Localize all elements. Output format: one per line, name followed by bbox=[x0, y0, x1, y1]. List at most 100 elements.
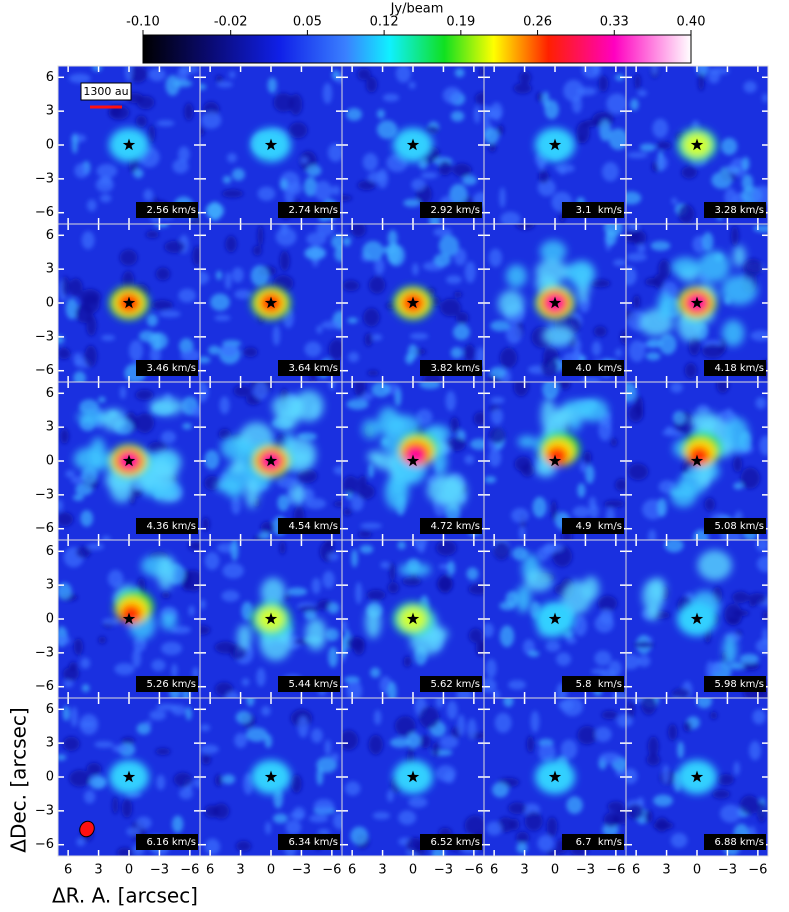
noise-blob bbox=[60, 428, 69, 444]
velocity-text: 4.72 km/s bbox=[430, 521, 480, 532]
noise-blob bbox=[58, 754, 67, 761]
noise-blob bbox=[112, 796, 119, 815]
noise-blob bbox=[245, 727, 268, 742]
star-marker bbox=[690, 296, 704, 309]
extended-emission bbox=[410, 629, 444, 655]
noise-blob bbox=[154, 224, 169, 228]
velocity-text: 5.8 km/s bbox=[576, 679, 622, 690]
noise-blob bbox=[626, 230, 641, 243]
noise-blob bbox=[650, 240, 671, 251]
star-marker bbox=[406, 454, 420, 467]
noise-blob bbox=[327, 602, 340, 614]
noise-blob bbox=[581, 376, 602, 382]
velocity-label: 5.98 km/s bbox=[704, 676, 766, 692]
velocity-label-box bbox=[278, 676, 340, 692]
noise-blob bbox=[720, 804, 742, 823]
star-marker bbox=[548, 612, 562, 625]
noise-blob bbox=[500, 211, 521, 224]
noise-blob bbox=[367, 369, 379, 376]
extended-emission bbox=[260, 577, 286, 607]
noise-blob bbox=[505, 324, 522, 344]
noise-blob bbox=[633, 641, 655, 648]
noise-blob bbox=[530, 710, 540, 733]
noise-blob bbox=[119, 249, 138, 266]
noise-blob bbox=[58, 347, 71, 360]
noise-blob bbox=[425, 125, 439, 134]
noise-blob bbox=[234, 289, 252, 300]
noise-blob bbox=[455, 311, 469, 324]
noise-blob bbox=[129, 340, 144, 362]
noise-blob bbox=[479, 66, 484, 78]
noise-blob bbox=[739, 795, 759, 815]
x-tick-label: −3 bbox=[434, 863, 453, 878]
noise-blob bbox=[155, 747, 171, 756]
noise-blob bbox=[333, 812, 342, 830]
noise-blob bbox=[749, 600, 757, 607]
noise-blob bbox=[346, 680, 363, 698]
star-marker bbox=[122, 612, 136, 625]
x-tick-label: 0 bbox=[267, 863, 275, 878]
noise-blob bbox=[464, 261, 476, 283]
velocity-label: 4.36 km/s bbox=[136, 518, 198, 534]
noise-blob bbox=[279, 250, 290, 272]
noise-blob bbox=[224, 271, 232, 290]
noise-blob bbox=[58, 635, 71, 646]
noise-blob bbox=[374, 258, 385, 275]
noise-blob bbox=[321, 320, 341, 330]
noise-blob bbox=[756, 555, 768, 573]
noise-blob bbox=[712, 789, 731, 799]
noise-blob bbox=[467, 718, 477, 740]
noise-blob bbox=[499, 347, 518, 369]
noise-blob bbox=[417, 542, 426, 553]
channel-panel: 4.36 km/s bbox=[58, 382, 200, 540]
noise-blob bbox=[628, 404, 644, 423]
noise-blob bbox=[243, 772, 254, 795]
noise-blob bbox=[543, 543, 564, 553]
star-marker bbox=[122, 296, 136, 309]
noise-blob bbox=[741, 174, 754, 192]
noise-blob bbox=[284, 184, 295, 205]
noise-blob bbox=[149, 346, 161, 364]
noise-blob bbox=[468, 628, 483, 644]
extended-emission bbox=[498, 290, 525, 318]
y-axis-label: ΔDec. [arcsec] bbox=[7, 707, 31, 852]
noise-blob bbox=[515, 831, 530, 844]
noise-blob bbox=[678, 204, 695, 224]
noise-blob bbox=[235, 710, 252, 724]
x-tick-label: 0 bbox=[409, 863, 417, 878]
noise-blob bbox=[156, 120, 175, 127]
noise-blob bbox=[577, 725, 598, 745]
noise-blob bbox=[83, 790, 96, 804]
noise-blob bbox=[342, 619, 348, 633]
noise-blob bbox=[148, 124, 156, 143]
noise-blob bbox=[151, 299, 174, 310]
noise-blob bbox=[651, 66, 658, 76]
channel-panel: 5.08 km/s bbox=[626, 382, 768, 540]
noise-blob bbox=[484, 476, 497, 484]
noise-blob bbox=[705, 660, 715, 681]
noise-blob bbox=[81, 293, 100, 314]
noise-blob bbox=[102, 617, 121, 626]
noise-blob bbox=[492, 782, 509, 798]
noise-blob bbox=[537, 546, 550, 562]
colorbar-tick-label: -0.10 bbox=[126, 15, 160, 30]
channel-panel: 4.0 km/s bbox=[484, 224, 626, 382]
noise-blob bbox=[305, 498, 327, 510]
noise-blob bbox=[432, 741, 440, 757]
extended-emission bbox=[721, 275, 758, 306]
noise-blob bbox=[182, 422, 192, 430]
noise-blob bbox=[453, 248, 467, 266]
velocity-text: 4.9 km/s bbox=[576, 521, 622, 532]
channel-panel: 3.82 km/s bbox=[342, 224, 484, 382]
velocity-label: 2.92 km/s bbox=[420, 202, 482, 218]
velocity-text: 2.92 km/s bbox=[430, 205, 480, 216]
extended-emission bbox=[157, 555, 175, 591]
star-marker bbox=[264, 770, 278, 783]
extended-emission bbox=[724, 417, 749, 452]
noise-blob bbox=[178, 146, 190, 163]
noise-blob bbox=[371, 382, 391, 398]
y-tick-label: −3 bbox=[35, 803, 54, 818]
channel-panel: 5.62 km/s bbox=[342, 540, 484, 698]
extended-emission bbox=[230, 460, 245, 474]
noise-blob bbox=[541, 358, 558, 377]
